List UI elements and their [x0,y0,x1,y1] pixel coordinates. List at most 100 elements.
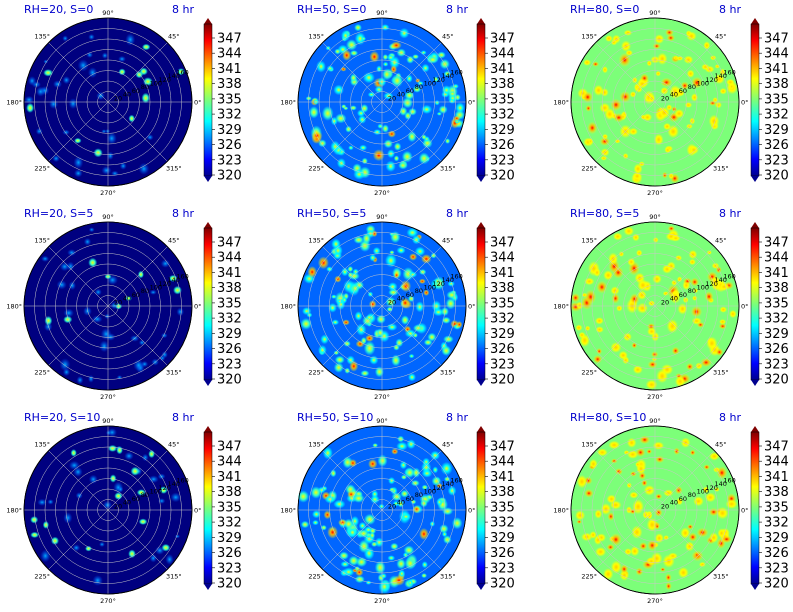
radial-label: 20 [661,502,669,510]
grid-spoke [48,450,168,570]
angle-label: 180° [280,507,296,515]
panel-9: RH=80, S=10 8 hr 90° 45° 0° 315° 270° 225° 180° 1… [553,411,789,605]
panel-title: RH=50, S=0 [297,3,366,16]
polar-frame [23,221,193,391]
angle-label: 90° [102,9,114,17]
colorbar-extend-bottom [477,380,485,386]
heat-spot [320,334,329,345]
heat-spot [349,459,357,468]
radial-label: 120 [706,484,718,492]
colorbar-tick-label: 329 [764,327,789,342]
radial-label: 60 [679,495,687,503]
heat-spot [118,55,126,63]
heat-spot [714,487,720,492]
heat-spot [326,266,333,272]
heat-spot [62,368,71,377]
heat-spot [605,35,613,42]
heat-spot [316,60,326,73]
heat-spot [668,172,674,180]
colorbar-tick-label: 329 [217,327,242,342]
colorbar-tick-label: 344 [490,47,515,62]
heat-spot [685,541,695,552]
heat-spot [333,499,346,509]
angle-label: 135° [308,237,324,245]
heat-spot [585,325,591,331]
colorbar-extend-bottom [204,584,212,590]
heat-spot [49,99,59,109]
heat-spot [689,117,696,125]
angle-label: 0° [741,303,748,311]
time-label: 8 hr [172,411,194,424]
heat-spot [691,93,698,102]
heat-spot [334,275,342,283]
heat-spot [595,317,604,325]
heat-spot [665,582,672,591]
heat-spot [688,532,698,542]
heat-spot [610,342,622,353]
heat-spot [587,138,594,145]
heat-spot [318,345,327,356]
panel-title: RH=80, S=5 [570,207,639,220]
radial-label: 60 [132,495,140,503]
heat-spot [37,498,47,506]
heat-spot [368,459,378,469]
polar-frame [570,425,740,595]
colorbar [203,23,213,177]
heat-spot [360,337,367,345]
heat-spot [349,50,359,57]
heat-spot [397,435,405,443]
angle-label: 225° [34,368,50,376]
radial-label: 80 [415,287,423,295]
heat-spot [333,350,340,356]
colorbar-tick-label: 335 [217,92,242,107]
heat-spot [334,48,341,55]
radial-label: 60 [679,291,687,299]
colorbar-tick-label: 332 [764,516,789,531]
heat-spot [626,482,632,489]
colorbar-tick-label: 329 [490,327,515,342]
colorbar-extend-top [204,426,212,432]
heat-spot [149,289,157,295]
heat-spot [63,512,73,524]
heat-spot [671,234,681,242]
heat-spot [119,162,127,170]
radial-label: 160 [450,68,462,76]
heat-spot [93,148,103,158]
grid-spoke [48,246,168,366]
colorbar-tick-label: 344 [490,455,515,470]
colorbar-tick-label: 326 [217,138,242,153]
colorbar-tick-label: 320 [764,373,789,388]
heat-spot [400,489,409,498]
heat-spot [448,90,457,98]
colorbar-extend-top [751,222,759,228]
heat-spot [648,300,655,307]
colorbar-tick-label: 338 [217,281,242,296]
heat-spot [165,554,174,565]
heat-spot [712,97,718,103]
heat-spot [67,249,77,256]
heat-spot [584,489,594,498]
colorbar-tick-label: 347 [490,32,515,47]
heat-spot [441,91,450,98]
heat-spot [358,529,370,538]
colorbar-tick-label: 326 [490,342,515,357]
heat-spot [657,52,668,65]
heat-spot [709,452,720,461]
heat-spot [684,102,693,108]
heat-spot [443,70,451,77]
colorbar-tick-label: 320 [490,577,515,592]
panel-title: RH=20, S=0 [24,3,93,16]
heat-spot [168,274,178,282]
heat-spot [330,140,341,153]
heat-spot [709,276,721,288]
colorbar-tick-label: 341 [217,266,242,281]
heat-spot [447,485,457,496]
radial-label: 140 [168,480,180,488]
heat-spot [618,350,628,360]
heat-spot [76,376,84,385]
heat-spot [675,255,682,261]
heat-spot [660,77,673,88]
colorbar-tick-label: 323 [490,153,515,168]
angle-label: 135° [308,441,324,449]
radial-label: 60 [679,87,687,95]
